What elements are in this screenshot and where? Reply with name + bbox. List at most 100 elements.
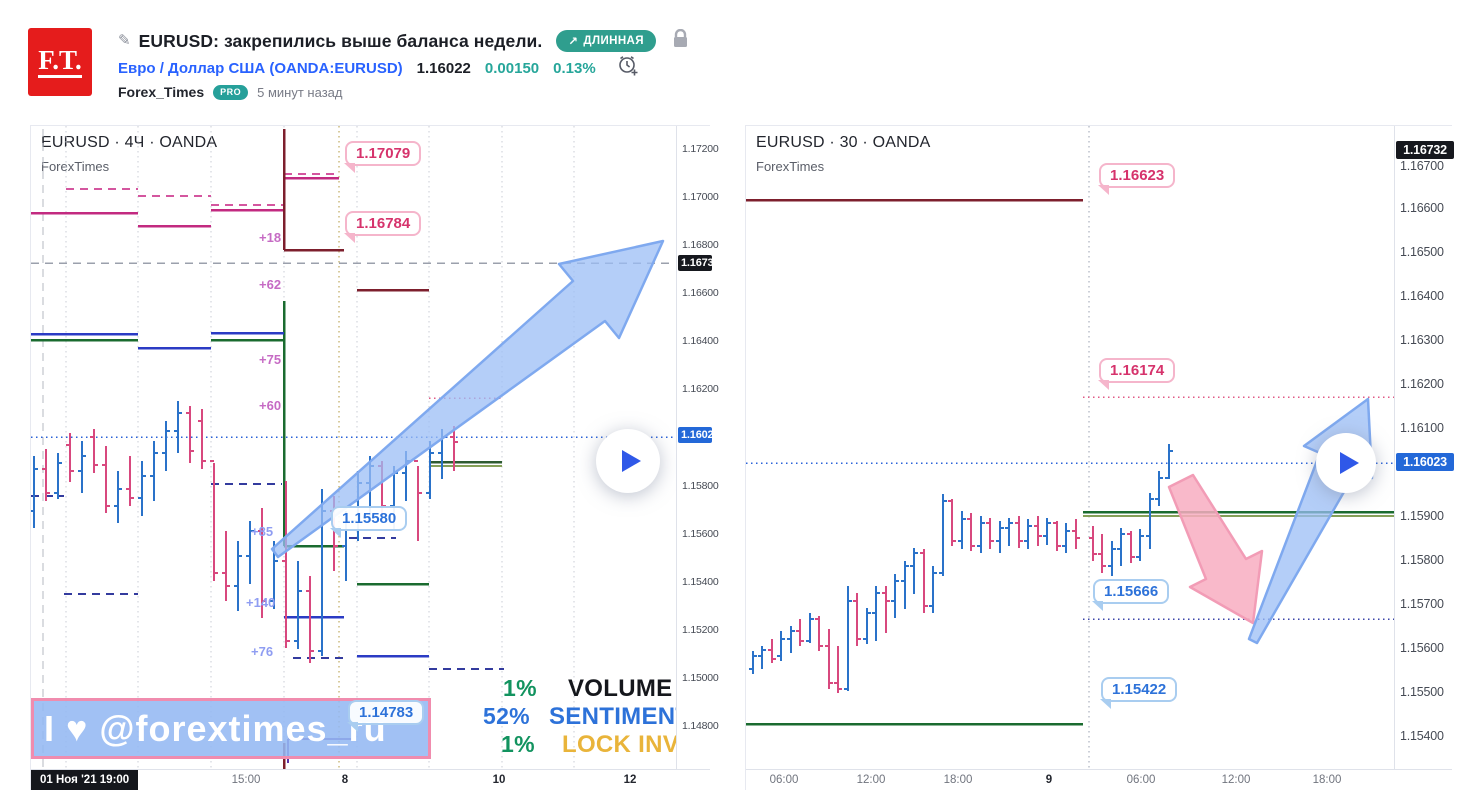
price-tick-label: 1.15000 (682, 672, 719, 684)
price-axis[interactable]: 1.17200 1.17000 1.16800 1.16600 1.16400 1.162… (676, 126, 720, 769)
price-tick-label: 1.14800 (682, 720, 719, 732)
ohlc-bar (90, 429, 98, 473)
ohlc-bar (222, 531, 230, 601)
price-tick-label: 1.15800 (1400, 553, 1444, 567)
ohlc-bar (815, 616, 823, 651)
ohlc-bar (306, 576, 314, 663)
ohlc-bar (282, 481, 290, 648)
publisher-logo-text: F.T. (38, 46, 82, 78)
price-tick-label: 1.16200 (682, 383, 719, 395)
current-price-badge: 1.16023 (1396, 453, 1454, 471)
ohlc-bar (891, 574, 899, 618)
ohlc-bar (806, 613, 814, 643)
ohlc-bar (294, 561, 302, 649)
ohlc-bar (929, 566, 937, 613)
chart-4h: EURUSD · 4Ч · OANDA ForexTimes I ♥ @fore… (30, 125, 720, 791)
time-label: 12:00 (856, 774, 886, 786)
delta-tag: +60 (259, 398, 282, 413)
trend-arrow (270, 239, 665, 559)
time-label: 06:00 (769, 774, 799, 786)
ohlc-bar (246, 521, 254, 584)
delta-tag: +140 (246, 595, 276, 610)
ohlc-bar (1136, 529, 1144, 561)
ohlc-bar (1015, 516, 1023, 548)
indicator-text: 1% (503, 675, 537, 701)
ohlc-bar (1165, 444, 1173, 479)
ohlc-bar (901, 561, 909, 609)
price-tick-label: 1.16700 (1400, 159, 1444, 173)
ohlc-bar (1155, 471, 1163, 506)
direction-badge: ↗ ДЛИННАЯ (556, 30, 656, 52)
price-tick-label: 1.17200 (682, 143, 719, 155)
chart-legend-symbol[interactable]: EURUSD · 30 · OANDA (756, 134, 931, 151)
indicator-text: 1% (501, 731, 535, 757)
ohlc-bar (853, 593, 861, 646)
price-tick-label: 1.16300 (1400, 333, 1444, 347)
edit-icon: ✎ (118, 32, 131, 49)
time-label: 8 (341, 774, 349, 786)
price-callout-label: 1.15422 (1099, 677, 1178, 709)
ohlc-bar (758, 646, 766, 669)
idea-title: EURUSD: закрепились выше баланса недели. (138, 30, 543, 51)
indicator-text: 52% (483, 703, 530, 729)
price-tick-label: 1.15400 (1400, 729, 1444, 743)
price-tick-label: 1.16600 (682, 287, 719, 299)
ohlc-bar (414, 460, 422, 541)
delta-tag: +76 (251, 644, 274, 659)
ohlc-bar (939, 494, 947, 576)
last-session-price-badge: 1.16732 (678, 255, 720, 271)
symbol-link[interactable]: Евро / Доллар США (OANDA:EURUSD) (118, 59, 403, 77)
ohlc-bar (1024, 519, 1032, 549)
ohlc-bar (1127, 531, 1135, 563)
price-tick-label: 1.15200 (682, 624, 719, 636)
current-price-badge: 1.16023 (678, 427, 720, 443)
ohlc-bar (986, 518, 994, 549)
ohlc-bar (174, 401, 182, 453)
header-change-abs: 0.00150 (484, 59, 540, 77)
price-tick-label: 1.15500 (1400, 685, 1444, 699)
publisher-logo[interactable]: F.T. (28, 28, 92, 96)
last-session-price-badge: 1.16732 (1396, 141, 1454, 159)
chart-canvas (746, 126, 1394, 769)
author-link[interactable]: Forex_Times (118, 84, 205, 100)
play-button[interactable] (1316, 433, 1376, 493)
time-axis[interactable]: 15:00 8 10 12 01 Ноя '21 19:00 (31, 769, 710, 791)
indicator-text: LOCK INV (562, 731, 676, 758)
ohlc-bar (777, 631, 785, 661)
published-time: 5 минут назад (257, 84, 343, 100)
chart-4h-pane[interactable]: EURUSD · 4Ч · OANDA ForexTimes I ♥ @fore… (31, 126, 676, 769)
watermark-banner: I ♥ @forextimes_ru (31, 698, 431, 759)
ohlc-bar (872, 586, 880, 641)
price-tick-label: 1.15700 (1400, 597, 1444, 611)
price-tick-label: 1.16500 (1400, 245, 1444, 259)
chart-legend-symbol[interactable]: EURUSD · 4Ч · OANDA (41, 134, 218, 151)
indicator-text: SENTIMENT Т (549, 703, 676, 730)
pro-badge: PRO (213, 84, 249, 100)
session-start-badge: 01 Ноя '21 19:00 (31, 770, 139, 790)
play-button[interactable] (596, 429, 660, 493)
chart-legend-brand: ForexTimes (41, 159, 110, 174)
ohlc-bar (1108, 541, 1116, 576)
ohlc-bar (749, 651, 757, 674)
ohlc-bar (977, 516, 985, 553)
ohlc-bar (258, 508, 266, 618)
price-callout-label: 1.15666 (1091, 579, 1170, 611)
ohlc-bar (234, 541, 242, 611)
arrow-up-right-icon: ↗ (568, 36, 579, 48)
price-axis[interactable]: 1.16700 1.16600 1.16500 1.16400 1.16300 1.162… (1394, 126, 1454, 769)
trend-arrow (1167, 473, 1264, 625)
price-tick-label: 1.15600 (1400, 641, 1444, 655)
ohlc-bar (863, 608, 871, 644)
time-label: 10 (492, 774, 506, 786)
price-callout-label: 1.16623 (1097, 163, 1176, 195)
chart-30m: EURUSD · 30 · OANDA ForexTimes 1.16623 1.… (745, 125, 1454, 791)
indicator-text: VOLUME (568, 675, 673, 702)
time-label: 12:00 (1221, 774, 1251, 786)
time-axis[interactable]: 06:00 12:00 18:00 9 06:00 12:00 18:00 (746, 769, 1452, 791)
delta-tag: +18 (259, 230, 282, 245)
ohlc-bar (102, 446, 110, 513)
add-alert-icon[interactable] (616, 54, 640, 83)
chart-30m-pane[interactable]: EURUSD · 30 · OANDA ForexTimes 1.16623 1.… (746, 126, 1394, 769)
ohlc-bar (1146, 493, 1154, 549)
ohlc-bar (1053, 521, 1061, 551)
